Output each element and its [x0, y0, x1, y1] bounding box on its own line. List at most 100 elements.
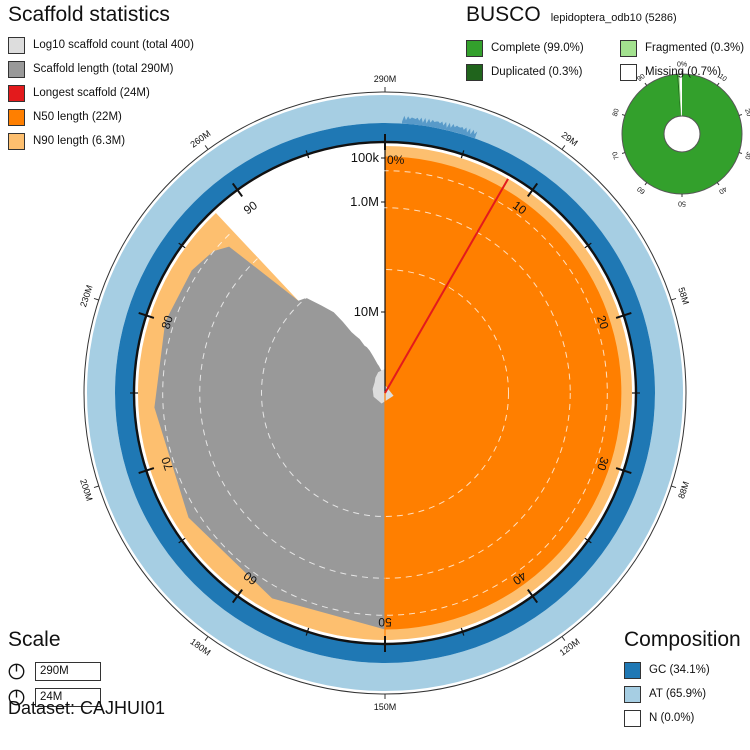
- percent-tick-label-7: 70: [158, 455, 176, 472]
- legend-label: Fragmented (0.3%): [645, 42, 745, 54]
- busco-tick-9: [644, 82, 648, 86]
- reference-circle-2: [162, 170, 608, 616]
- busco-tick-label-6: 60: [636, 185, 647, 195]
- busco-lineage: lepidoptera_odb10 (5286): [550, 12, 677, 24]
- length-tick-label-3: 88M: [676, 480, 691, 500]
- busco-tick-label-2: 20: [743, 108, 750, 118]
- busco-tick-8: [621, 114, 626, 116]
- scaffold-statistics-legend: Scaffold statistics Log10 scaffold count…: [8, 3, 194, 153]
- percent-tick-label-8: 80: [158, 313, 176, 330]
- legend-label: N (0.0%): [649, 712, 695, 724]
- missing-swatch: [620, 63, 637, 81]
- length-tick-label-6: 180M: [188, 636, 212, 657]
- legend-label: AT (65.9%): [649, 688, 707, 700]
- legend-item-log-count: Log10 scaffold count (total 400): [8, 33, 194, 57]
- busco-tick-7: [621, 152, 626, 154]
- n50-swatch: [8, 108, 25, 126]
- legend-item-longest: Longest scaffold (24M): [8, 81, 194, 105]
- percent-tick-label-9: 90: [241, 198, 260, 217]
- legend-label: Scaffold length (total 290M): [33, 63, 174, 75]
- legend-item-at: AT (65.9%): [624, 682, 741, 706]
- busco-tick-label-8: 80: [612, 108, 621, 118]
- busco-inner-border: [663, 115, 701, 153]
- percent-minor-tick: [584, 537, 592, 544]
- length-tick-1: [561, 145, 566, 150]
- busco-tick-6: [644, 182, 648, 186]
- length-tick-label-0: 290M: [374, 74, 397, 84]
- legend-label: Longest scaffold (24M): [33, 87, 150, 99]
- busco-legend: BUSCO lepidoptera_odb10 (5286) Complete …: [466, 3, 744, 84]
- percent-tick-7: [138, 467, 155, 474]
- legend-item-missing: Missing (0.7%): [620, 60, 744, 84]
- percent-minor-tick: [178, 242, 186, 249]
- percent-tick-8: [138, 312, 155, 319]
- percent-tick-4: [527, 589, 539, 604]
- duplicated-swatch: [466, 63, 483, 81]
- composition-title: Composition: [624, 628, 741, 651]
- longest-scaffold-line: [384, 178, 509, 394]
- scale-title: Scale: [8, 628, 61, 651]
- busco-tick-label-5: 50: [678, 200, 686, 207]
- legend-label: Missing (0.7%): [645, 66, 722, 78]
- length-tick-8: [93, 297, 99, 301]
- length-tick-label-4: 120M: [558, 636, 582, 657]
- scale-legend: Scale 290M 24M: [8, 628, 101, 710]
- busco-complete-arc: [622, 74, 742, 194]
- length-tick-3: [671, 485, 677, 489]
- longest-swatch: [8, 84, 25, 102]
- busco-tick-label-7: 70: [612, 150, 621, 160]
- busco-duplicated-arc: [677, 74, 681, 117]
- busco-tick-1: [716, 82, 720, 86]
- legend-label: Complete (99.0%): [491, 42, 584, 54]
- complete-swatch: [466, 39, 483, 57]
- length-tick-label-7: 200M: [78, 478, 94, 503]
- legend-label: GC (34.1%): [649, 664, 710, 676]
- radius-scale-icon: [8, 689, 25, 705]
- percent-minor-tick: [305, 150, 310, 159]
- scale-radius-value: 24M: [35, 687, 101, 707]
- busco-tick-4: [716, 182, 720, 186]
- gc-swatch: [624, 661, 641, 679]
- n90-swatch: [8, 132, 25, 150]
- log-count-tick-label-0: 100k: [351, 150, 380, 165]
- dataset-label: Dataset: CAJHUI01: [8, 698, 166, 718]
- scaffold-length-swatch: [8, 60, 25, 78]
- scaffold-statistics-title: Scaffold statistics: [8, 3, 170, 26]
- length-tick-label-1: 29M: [560, 130, 580, 148]
- percent-minor-tick: [460, 627, 465, 636]
- busco-tick-label-1: 10: [717, 73, 728, 83]
- legend-item-fragmented: Fragmented (0.3%): [620, 36, 744, 60]
- legend-label: N90 length (6.3M): [33, 135, 126, 147]
- log-count-tick-label-1: 1.0M: [350, 194, 379, 209]
- busco-tick-3: [738, 152, 743, 154]
- busco-tick-2: [738, 114, 743, 116]
- length-tick-4: [561, 636, 566, 641]
- percent-tick-label-2: 20: [594, 314, 612, 331]
- percent-tick-label-5: 50: [378, 615, 392, 629]
- scale-total-value: 290M: [35, 661, 101, 681]
- percent-tick-label-3: 30: [594, 455, 612, 472]
- composition-legend: Composition GC (34.1%) AT (65.9%) N (0.0…: [624, 628, 741, 730]
- full-circle-scale-icon: [8, 663, 25, 679]
- at-swatch: [624, 685, 641, 703]
- busco-tick-label-0: 0%: [677, 62, 687, 69]
- log-scaffold-count-area: [372, 369, 394, 404]
- length-tick-label-5: 150M: [374, 702, 397, 712]
- scale-item-total: 290M: [8, 658, 101, 684]
- busco-missing-arc: [679, 74, 682, 117]
- busco-fragmented-arc: [678, 74, 682, 117]
- percent-tick-3: [615, 467, 632, 474]
- gc-variation-mark: [401, 115, 478, 139]
- scale-item-radius: 24M: [8, 684, 101, 710]
- busco-tick-label-4: 40: [717, 185, 728, 195]
- length-tick-6: [204, 636, 209, 641]
- log-count-tick-label-2: 10M: [354, 304, 379, 319]
- legend-item-complete: Complete (99.0%): [466, 36, 620, 60]
- busco-title: BUSCO: [466, 3, 541, 26]
- percent-tick-9: [231, 182, 243, 197]
- legend-item-duplicated: Duplicated (0.3%): [466, 60, 620, 84]
- percent-minor-tick: [584, 242, 592, 249]
- length-tick-7: [93, 485, 99, 489]
- legend-label: Log10 scaffold count (total 400): [33, 39, 194, 51]
- percent-minor-tick: [305, 627, 310, 636]
